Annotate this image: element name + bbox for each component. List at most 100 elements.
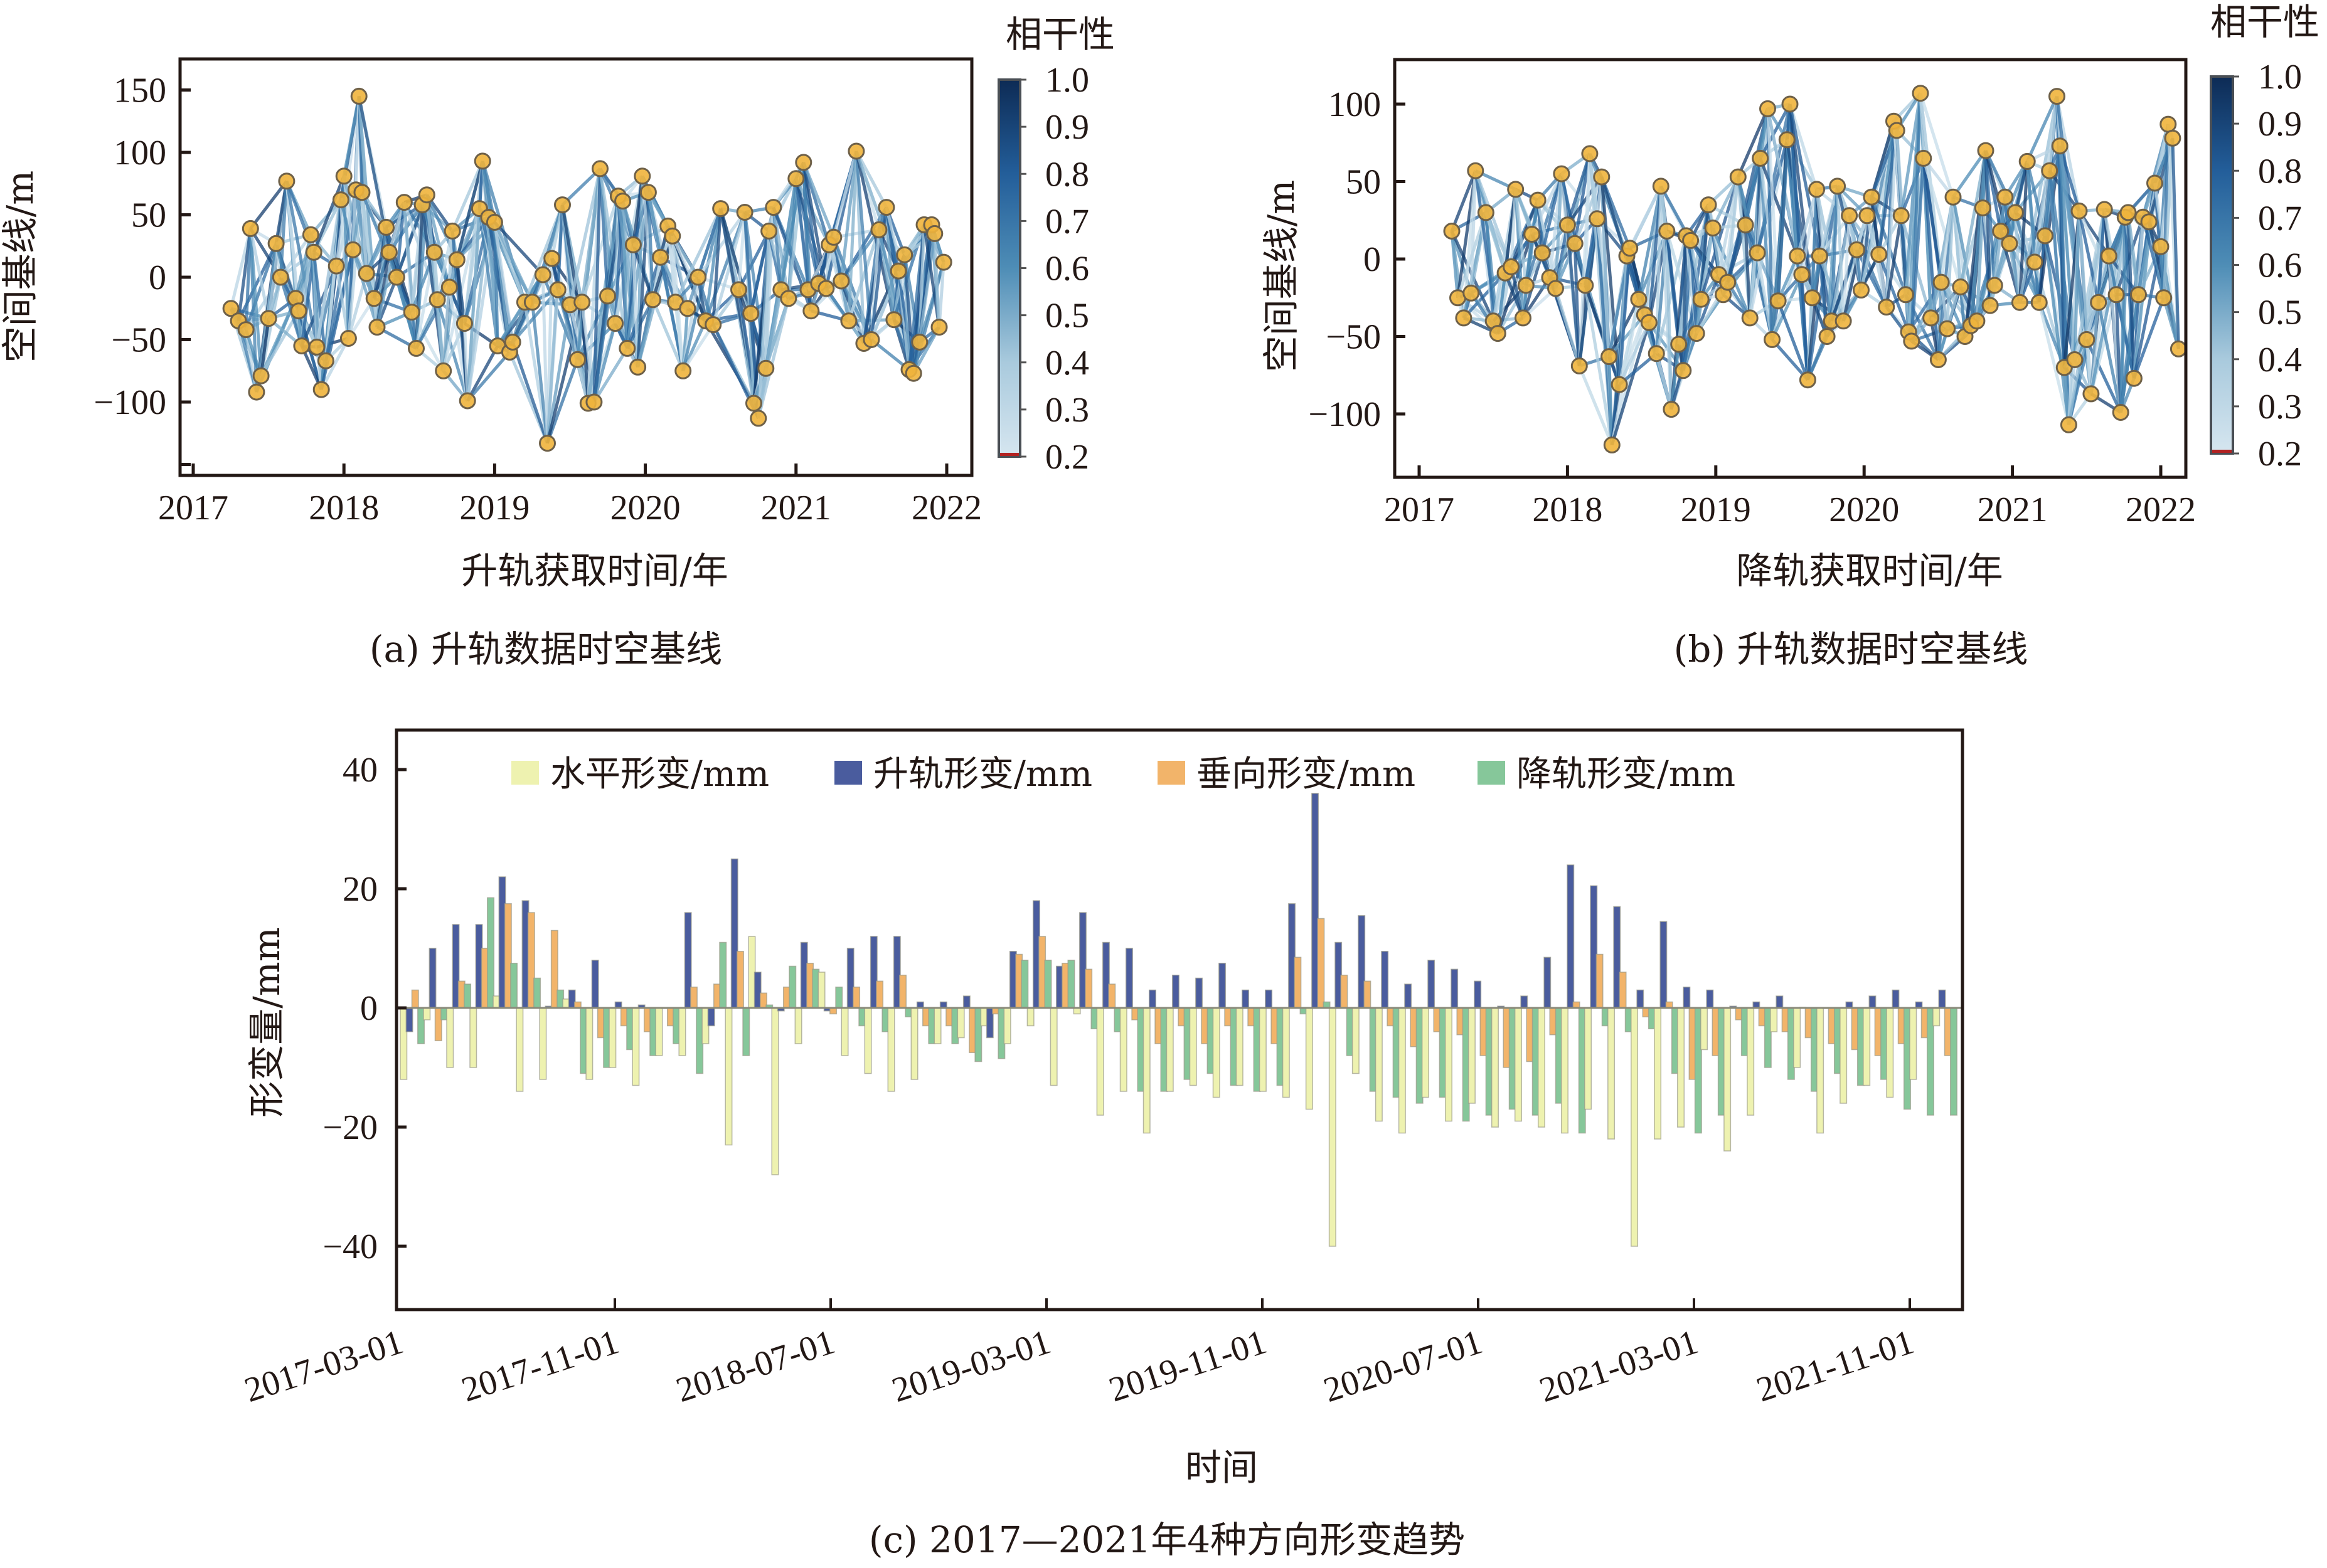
bar-horizontal bbox=[1305, 1007, 1313, 1110]
acquisition-node bbox=[2107, 286, 2125, 304]
acquisition-node bbox=[2164, 129, 2181, 147]
baseline-edge bbox=[696, 208, 723, 278]
baseline-edge bbox=[435, 299, 445, 371]
acquisition-node bbox=[2030, 294, 2048, 311]
baseline-edge bbox=[1530, 173, 1563, 235]
acquisition-node bbox=[1589, 210, 1606, 228]
bar-horizontal bbox=[841, 1007, 849, 1056]
acquisition-node bbox=[1986, 277, 2003, 294]
acquisition-node bbox=[1804, 289, 1821, 307]
acquisition-node bbox=[1621, 240, 1639, 257]
y-axis-title-a: 空间基线/m bbox=[0, 171, 41, 363]
acquisition-node bbox=[2048, 88, 2065, 105]
baseline-edge bbox=[764, 298, 791, 369]
y-tick-label: 0 bbox=[360, 989, 378, 1028]
baseline-edge bbox=[1800, 274, 1809, 380]
acquisition-node bbox=[1939, 320, 1956, 337]
baseline-edge bbox=[1877, 253, 1910, 332]
bar-horizontal bbox=[655, 1007, 663, 1056]
baseline-edge bbox=[2058, 145, 2081, 212]
baseline-edge bbox=[493, 222, 499, 346]
acquisition-node bbox=[750, 410, 767, 427]
acquisition-node bbox=[353, 184, 371, 201]
bar-descending bbox=[510, 963, 518, 1009]
bar-ascending bbox=[1242, 989, 1250, 1009]
acquisition-node bbox=[1981, 297, 1999, 314]
legend-label-descending: 降轨形变/mm bbox=[1516, 754, 1735, 795]
acquisition-node bbox=[926, 225, 944, 242]
x-tick-label: 2018 bbox=[1532, 490, 1602, 529]
acquisition-node bbox=[817, 280, 835, 297]
baseline-edge bbox=[1665, 231, 1673, 410]
x-tick-label: 2019 bbox=[1681, 490, 1751, 529]
acquisition-node bbox=[639, 184, 657, 201]
acquisition-node bbox=[2159, 115, 2177, 133]
acquisition-node bbox=[395, 194, 413, 211]
acquisition-node bbox=[1888, 122, 1905, 139]
acquisition-node bbox=[1996, 188, 2014, 206]
baseline-edge bbox=[592, 322, 617, 403]
acquisition-node bbox=[1863, 188, 1880, 206]
acquisition-node bbox=[290, 302, 307, 320]
baseline-edge bbox=[455, 161, 484, 260]
acquisition-node bbox=[2001, 235, 2018, 252]
baseline-edge bbox=[319, 337, 350, 391]
bar-horizontal bbox=[1050, 1007, 1058, 1086]
baseline-edge bbox=[802, 161, 836, 238]
acquisition-node bbox=[2026, 253, 2043, 271]
bar-ascending bbox=[429, 948, 437, 1009]
baseline-edge bbox=[1514, 189, 1528, 286]
acquisition-node bbox=[2051, 137, 2069, 155]
acquisition-node bbox=[1600, 348, 1618, 366]
colorbar-tick-label: 0.6 bbox=[1045, 250, 1089, 289]
acquisition-node bbox=[1808, 181, 1826, 198]
baseline-edge bbox=[912, 326, 941, 374]
acquisition-node bbox=[599, 287, 616, 305]
acquisition-node bbox=[1523, 226, 1541, 243]
acquisition-node bbox=[1719, 273, 1737, 291]
bar-horizontal bbox=[423, 1007, 431, 1020]
colorbar-tick-label: 0.7 bbox=[1045, 202, 1089, 241]
colorbar-a-title: 相干性 bbox=[1006, 13, 1115, 56]
acquisition-node bbox=[848, 142, 865, 160]
acquisition-node bbox=[474, 152, 491, 170]
colorbar-b-floor bbox=[2212, 450, 2232, 453]
acquisition-node bbox=[388, 268, 405, 286]
colorbar-tick-label: 0.4 bbox=[2258, 341, 2302, 379]
bar-horizontal bbox=[1096, 1007, 1104, 1116]
y-axis-title-c: 形变量/mm bbox=[245, 927, 288, 1118]
baseline-edge bbox=[1554, 173, 1563, 289]
acquisition-node bbox=[935, 253, 952, 271]
acquisition-node bbox=[332, 191, 349, 209]
baseline-edge bbox=[1711, 176, 1740, 229]
acquisition-node bbox=[222, 300, 240, 317]
baseline-edge bbox=[1771, 338, 1809, 381]
bar-ascending bbox=[1451, 968, 1459, 1009]
bar-vertical bbox=[1595, 953, 1604, 1009]
baseline-edge bbox=[1885, 215, 1903, 307]
baseline-edge bbox=[1654, 353, 1673, 410]
bar-ascending bbox=[1427, 960, 1435, 1009]
bar-horizontal bbox=[469, 1007, 477, 1068]
acquisition-node bbox=[1652, 177, 1669, 195]
baseline-edge bbox=[2114, 294, 2136, 379]
acquisition-node bbox=[614, 193, 632, 210]
acquisition-node bbox=[1778, 131, 1796, 149]
baseline-edge bbox=[279, 233, 312, 278]
acquisition-node bbox=[302, 226, 319, 243]
acquisition-node bbox=[1799, 371, 1816, 389]
baseline-edge bbox=[1573, 153, 1592, 244]
panel-b: 100 50 0 −50 −100 2017 2018 2019 2020 2021 2022 空… bbox=[1260, 1, 2319, 670]
bar-ascending bbox=[1938, 989, 1946, 1009]
acquisition-node bbox=[1932, 273, 1950, 291]
baseline-edge bbox=[248, 228, 263, 376]
acquisition-node bbox=[429, 291, 446, 309]
acquisition-node bbox=[1729, 168, 1747, 186]
bar-descending bbox=[1044, 960, 1052, 1009]
acquisition-node bbox=[1829, 177, 1846, 195]
baseline-edge bbox=[1755, 103, 1792, 253]
acquisition-node bbox=[1834, 312, 1852, 330]
bar-horizontal bbox=[1026, 1007, 1035, 1027]
bar-horizontal bbox=[771, 1007, 779, 1175]
bar-ascending bbox=[1706, 989, 1714, 1009]
